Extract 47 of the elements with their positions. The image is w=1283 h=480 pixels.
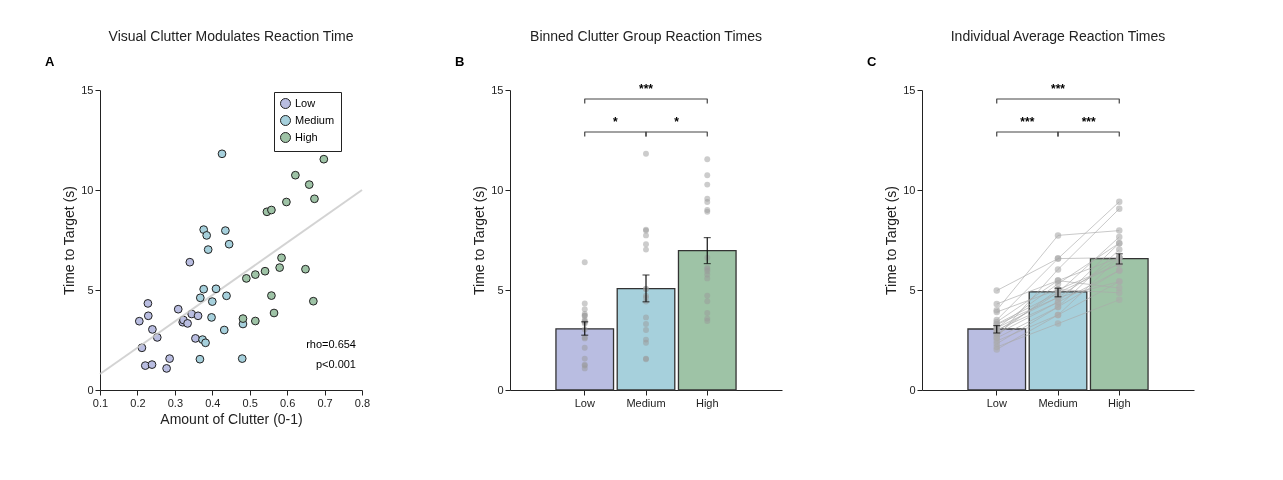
annotation: *** <box>1020 115 1035 129</box>
chart-title: Visual Clutter Modulates Reaction Time <box>108 28 354 44</box>
x-tick-label: 0.5 <box>242 396 258 409</box>
legend-label: Low <box>295 96 316 109</box>
x-tick-label: High <box>695 396 719 409</box>
annotation: rho=0.654 <box>306 338 356 350</box>
y-tick-label: 0 <box>497 383 504 396</box>
x-tick-label: High <box>1107 396 1131 409</box>
annotation: p<0.001 <box>315 358 356 370</box>
y-tick-label: 10 <box>81 183 94 196</box>
text: A <box>45 54 55 69</box>
annotation: *** <box>1050 82 1066 96</box>
y-tick-label: 10 <box>903 183 916 196</box>
x-tick-label: 0.6 <box>279 396 296 409</box>
annotation: *** <box>638 82 654 96</box>
annotation: *** <box>1081 115 1096 129</box>
x-tick-label: 0.7 <box>317 396 333 409</box>
x-tick-label: Low <box>574 396 595 409</box>
y-tick-label: 0 <box>87 383 94 396</box>
y-axis-title: Time to Target (s) <box>883 186 900 295</box>
text: B <box>455 54 465 69</box>
y-tick-label: 0 <box>909 383 916 396</box>
y-axis-title: Time to Target (s) <box>61 186 78 295</box>
legend-label: High <box>295 130 318 143</box>
x-tick-label: 0.2 <box>130 396 146 409</box>
x-tick-label: 0.4 <box>205 396 221 409</box>
legend-label: Medium <box>295 113 335 126</box>
x-tick-label: 0.1 <box>92 396 109 409</box>
y-tick-label: 5 <box>87 283 94 296</box>
y-tick-label: 5 <box>909 283 916 296</box>
x-tick-label: Low <box>986 396 1007 409</box>
chart-title: Binned Clutter Group Reaction Times <box>530 28 762 44</box>
annotation: * <box>613 115 619 129</box>
x-tick-label: 0.3 <box>167 396 184 409</box>
chart-title: Individual Average Reaction Times <box>950 28 1166 44</box>
y-axis-title: Time to Target (s) <box>471 186 488 295</box>
annotation: * <box>674 115 680 129</box>
y-tick-label: 15 <box>903 83 916 96</box>
x-tick-label: 0.8 <box>354 396 371 409</box>
x-axis-title: Amount of Clutter (0-1) <box>160 410 303 427</box>
y-tick-label: 15 <box>491 83 504 96</box>
x-tick-label: Medium <box>1038 396 1078 409</box>
y-tick-label: 15 <box>81 83 94 96</box>
y-tick-label: 5 <box>497 283 504 296</box>
y-tick-label: 10 <box>491 183 504 196</box>
text: C <box>867 54 877 69</box>
x-tick-label: Medium <box>626 396 666 409</box>
